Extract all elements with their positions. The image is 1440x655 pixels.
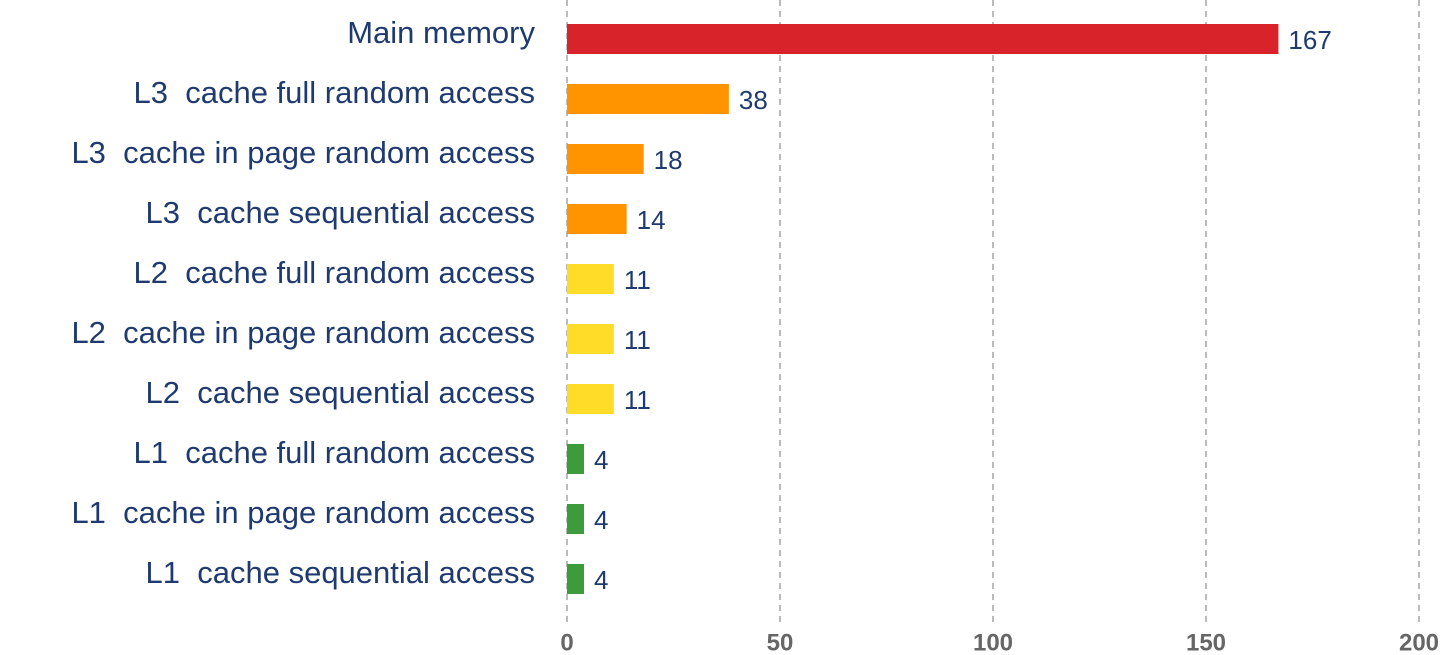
bar [567,444,585,474]
category-label: L3 cache sequential access [146,195,535,230]
x-tick-label: 100 [973,629,1013,655]
bar [567,324,614,354]
value-label: 11 [624,265,651,295]
value-label: 11 [624,385,651,415]
value-label: 4 [594,505,608,535]
bar [567,384,614,414]
category-label: L2 cache full random access [134,255,536,290]
category-label: L3 cache in page random access [71,135,535,170]
x-tick-label: 0 [560,629,573,655]
bar [567,144,644,174]
value-label: 167 [1288,25,1331,55]
bar [567,264,614,294]
category-label: L2 cache sequential access [146,375,535,410]
value-label: 11 [624,325,651,355]
x-tick-label: 150 [1186,629,1226,655]
bar [567,24,1279,54]
category-label: L3 cache full random access [134,75,536,110]
value-label: 4 [594,565,608,595]
category-label: L1 cache sequential access [146,555,535,590]
bar [567,84,729,114]
category-label: L1 cache in page random access [71,495,535,530]
value-label: 18 [654,145,683,175]
bar [567,204,627,234]
x-tick-label: 50 [767,629,794,655]
bar [567,504,585,534]
bar [567,564,585,594]
value-label: 4 [594,445,608,475]
value-label: 38 [739,85,768,115]
value-label: 14 [637,205,666,235]
x-tick-label: 200 [1399,629,1439,655]
category-label: L1 cache full random access [134,435,536,470]
category-label: L2 cache in page random access [71,315,535,350]
category-label: Main memory [347,15,535,50]
